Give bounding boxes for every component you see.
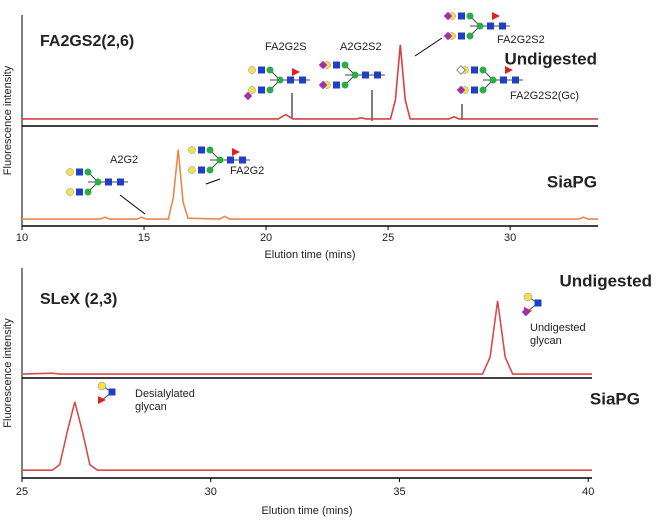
x-tick-label: 25	[382, 232, 394, 244]
chart-title: SLeX (2,3)	[40, 291, 117, 308]
y-axis-label: Fluorescence intensity	[2, 65, 14, 175]
trace	[21, 300, 592, 375]
leader-lines	[119, 37, 463, 215]
annotation: FA2G2S2(Gc)	[510, 90, 579, 102]
x-tick-label: 30	[205, 486, 217, 498]
series-label: SiaPG	[590, 389, 640, 408]
x-tick-label: 35	[393, 486, 405, 498]
chart-title: FA2GS2(2,6)	[40, 33, 134, 50]
trace	[22, 401, 592, 471]
x-tick-label: 25	[16, 486, 28, 498]
x-tick-label: 20	[260, 232, 272, 244]
annotation: glycan	[530, 335, 562, 347]
x-axis-label: Elution time (mins)	[261, 505, 352, 517]
x-tick-label: 15	[138, 232, 150, 244]
x-tick-label: 10	[16, 232, 28, 244]
x-tick-label: 40	[582, 486, 594, 498]
x-axis-label: Elution time (mins)	[264, 249, 355, 261]
annotation: Undigested	[530, 322, 586, 334]
annotation: glycan	[135, 401, 167, 413]
annotation: FA2G2S	[265, 41, 307, 53]
annotation: A2G2	[110, 154, 138, 166]
series-label: Undigested	[559, 271, 652, 290]
y-axis-label: Fluorescence intensity	[2, 318, 14, 428]
x-tick-label: 30	[504, 232, 516, 244]
annotation: Desialylated	[135, 388, 195, 400]
glycan-icons	[66, 11, 542, 405]
annotation: FA2G2S2	[497, 34, 545, 46]
annotation: FA2G2	[230, 165, 264, 177]
trace	[22, 44, 598, 120]
series-label: Undigested	[504, 49, 597, 68]
trace	[22, 149, 598, 220]
series-label: SiaPG	[547, 172, 597, 191]
annotation: A2G2S2	[340, 41, 382, 53]
